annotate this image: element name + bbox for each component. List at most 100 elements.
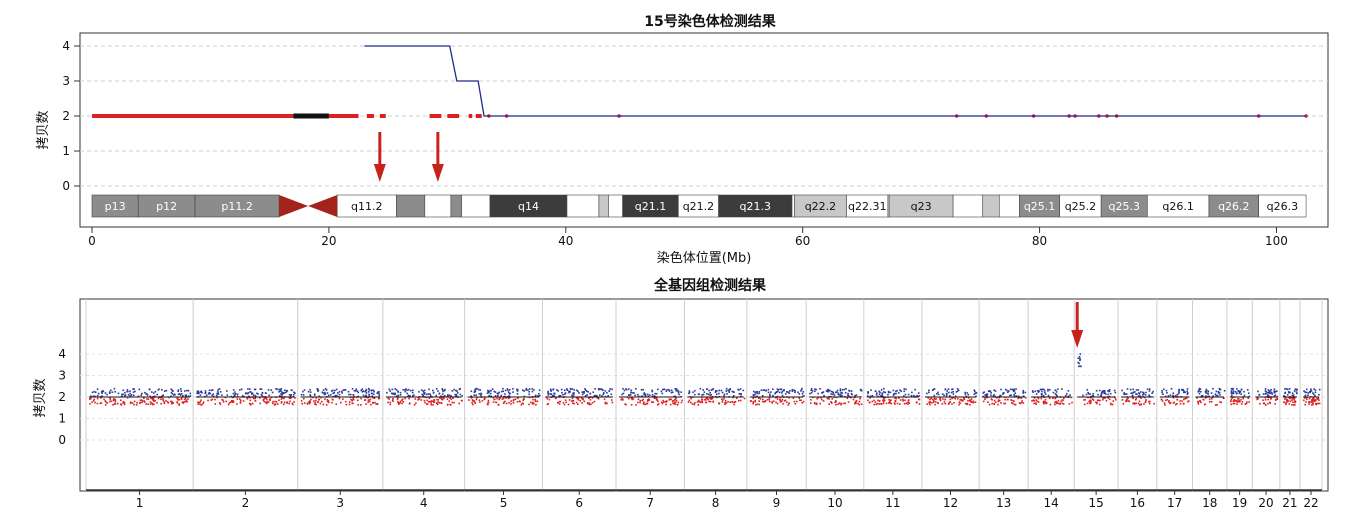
genome-point [1017,397,1020,400]
genome-point [967,399,969,402]
genome-point [283,397,285,400]
genome-point [473,400,476,402]
genome-point [727,389,730,391]
genome-point [1179,400,1181,402]
genome-point [1042,388,1045,391]
genome-point [1274,390,1277,393]
genome-point [1007,398,1009,401]
genome-point [439,397,441,399]
genome-point [502,387,504,390]
genome-point [1054,389,1057,391]
genome-point [597,397,600,400]
genome-point [252,394,255,396]
genome-point [737,399,740,402]
genome-point [729,388,731,390]
chr15-band-label: q26.3 [1267,200,1298,213]
genome-point [653,395,656,397]
genome-point [828,403,831,406]
genome-point [236,393,239,396]
genome-point [709,394,712,397]
genome-point [474,390,477,393]
genome-point [843,388,846,391]
genome-point [825,390,828,392]
genome-point [132,388,134,390]
genome-point [372,402,375,404]
genome-point [461,395,463,397]
genome-point [216,394,218,397]
genome-point [1172,395,1174,398]
genome-point [699,387,702,390]
genome-point [1052,391,1055,394]
genome-point [958,401,961,403]
genome-point [1314,391,1317,394]
genome-point [512,391,514,393]
genome-point [326,392,329,394]
genome-point [219,391,222,393]
genome-point [401,402,403,405]
genome-point [928,400,931,403]
genome-point [106,402,109,404]
genome-point [221,394,223,396]
genome-point [951,403,953,405]
genome-point [1273,390,1276,392]
genome-point [1294,400,1297,403]
genome-point [1059,402,1061,405]
genome-point [266,401,269,403]
genome-point [361,388,364,390]
genome-point [830,402,833,404]
genome-point [718,392,720,395]
genome-point [130,401,132,403]
genome-point [931,389,934,392]
genome-point [321,391,324,394]
genome-point [1169,402,1171,405]
genome-point [309,388,311,391]
genome-point [307,390,310,393]
genome-point [282,391,285,394]
chr15-x-tick-label: 0 [88,234,96,248]
genome-point [568,391,570,394]
genome-point [1161,400,1164,402]
genome-point [1148,400,1150,403]
genome-point [1246,401,1248,404]
genome-point [798,393,801,395]
genome-point [902,399,904,402]
genome-point [490,389,492,392]
genome-point [794,390,796,392]
genome-point [591,401,594,404]
genome-point [1264,390,1267,392]
genome-point [1167,395,1170,397]
genome-point [1012,400,1015,402]
genome-point [972,401,974,404]
genome-point [368,389,371,391]
genome-arrowhead [1071,330,1084,348]
genome-point [1223,389,1226,392]
genome-point [535,403,537,406]
genome-point [549,388,552,391]
genome-point [440,395,442,397]
genome-point [1082,394,1084,397]
genome-point [395,389,398,391]
genome-point [554,397,557,400]
genome-point [766,398,769,401]
genome-point [318,398,321,401]
genome-point [1133,402,1135,404]
genome-point [690,397,692,400]
genome-point [951,388,954,390]
genome-point [198,401,200,404]
genome-point [283,401,286,404]
genome-point [905,402,908,405]
genome-point [946,390,949,392]
genome-point [290,389,293,391]
genome-point [166,401,169,403]
genome-point [408,403,411,405]
genome-point [966,392,969,394]
genome-point [739,392,741,395]
genome-point [357,404,360,406]
genome-point [858,403,861,406]
genome-point [151,391,153,393]
genome-point [1061,388,1063,390]
genome-point [1318,393,1320,396]
genome-point [282,403,285,406]
genome-point [1015,388,1017,390]
genome-point [671,391,674,394]
